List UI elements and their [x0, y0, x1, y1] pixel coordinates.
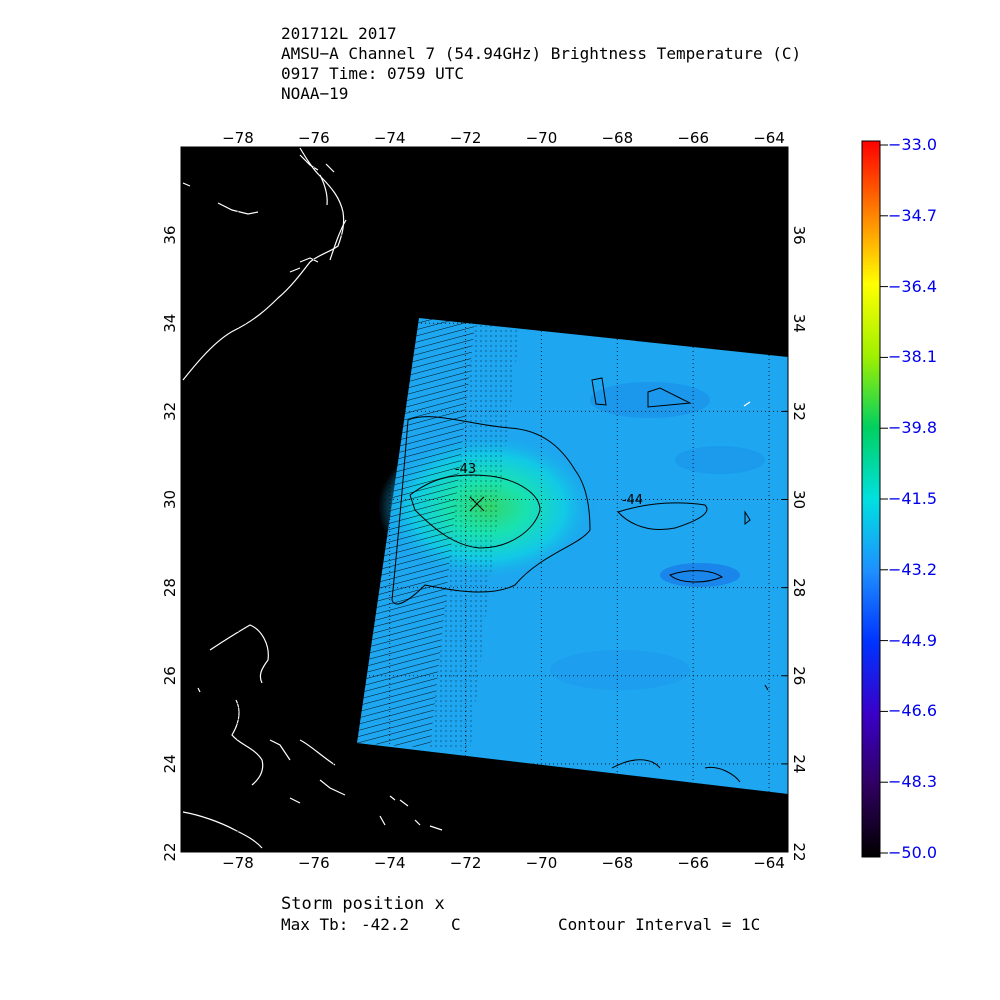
lat-tick-label-left: 24: [161, 754, 179, 773]
colorbar-label: −34.7: [888, 205, 938, 225]
colorbar-label: −38.1: [888, 347, 938, 367]
swath-edge-hatching: [357, 318, 475, 748]
lon-tick-label-bottom: −64: [753, 854, 785, 872]
lon-tick-label-top: −78: [222, 129, 254, 147]
lon-tick-label-top: −68: [601, 129, 633, 147]
lat-tick-label-left: 30: [161, 490, 179, 509]
colorbar-label: −41.5: [888, 489, 938, 508]
contour-label: -43: [455, 462, 476, 477]
lon-tick-label-top: −70: [526, 129, 558, 147]
colorbar-label: −39.8: [888, 418, 938, 438]
graticule: [181, 147, 788, 852]
lat-tick-label-left: 22: [161, 842, 179, 861]
contour-labels: -43 -44: [455, 462, 643, 508]
title-line-4: NOAA−19: [281, 84, 349, 103]
colorbar-label: −44.9: [888, 630, 938, 650]
lat-tick-label-left: 28: [161, 578, 179, 597]
lon-tick-label-bottom: −72: [450, 854, 482, 872]
lon-tick-label-top: −76: [298, 129, 330, 147]
lat-tick-label-left: 32: [161, 402, 179, 421]
lat-tick-label-right: 32: [790, 402, 808, 421]
lon-tick-label-top: −74: [374, 129, 406, 147]
lon-tick-label-bottom: −78: [222, 854, 254, 872]
lat-tick-label-left: 36: [161, 226, 179, 245]
lon-tick-label-bottom: −66: [677, 854, 709, 872]
colorbar-label: −46.6: [888, 701, 938, 721]
colorbar-label: −48.3: [888, 772, 938, 792]
lat-tick-label-right: 22: [790, 842, 808, 861]
lon-tick-label-top: −66: [677, 129, 709, 147]
max-tb-value: -42.2: [361, 915, 410, 934]
lat-tick-label-left: 26: [161, 666, 179, 685]
lon-tick-label-top: −72: [450, 129, 482, 147]
lon-tick-label-bottom: −68: [601, 854, 633, 872]
lon-tick-label-bottom: −70: [526, 854, 558, 872]
storm-position-legend: Storm position x: [281, 894, 445, 914]
colorbar-label: −43.2: [888, 559, 938, 579]
storm-x-stroke: [469, 496, 485, 512]
lon-tick-label-bottom: −74: [374, 854, 406, 872]
colorbar: [861, 140, 881, 858]
lat-tick-label-right: 24: [790, 754, 808, 773]
lon-tick-label-top: −64: [753, 129, 785, 147]
lon-tick-label-bottom: −76: [298, 854, 330, 872]
axis-ticks: −78 −78 −76 −76 −74 −74 −72 −72 −70 −70 −68 −68 −66 −…: [161, 129, 808, 872]
lat-tick-label-right: 30: [790, 490, 808, 509]
lat-tick-label-left: 34: [161, 314, 179, 333]
colorbar-ticks: [880, 144, 888, 854]
lat-tick-label-right: 28: [790, 578, 808, 597]
contour-interval: Contour Interval = 1C: [558, 915, 761, 934]
coastlines: [182, 147, 751, 849]
colorbar-label: −36.4: [888, 276, 938, 296]
colorbar-label: −50.0: [888, 843, 938, 862]
contour-label: -44: [622, 493, 643, 508]
lat-tick-label-right: 36: [790, 226, 808, 245]
lat-tick-label-right: 34: [790, 314, 808, 333]
storm-position-marker: [469, 496, 485, 512]
contour-lines: [391, 377, 769, 783]
title-line-2: AMSU−A Channel 7 (54.94GHz) Brightness T…: [281, 44, 802, 63]
max-tb-label: Max Tb:: [281, 915, 349, 934]
max-tb-unit: C: [451, 915, 461, 934]
title-line-1: 201712L 2017: [281, 24, 397, 43]
colorbar-label: −33.0: [888, 135, 938, 154]
lat-tick-label-right: 26: [790, 666, 808, 685]
title-line-3: 0917 Time: 0759 UTC: [281, 64, 465, 83]
